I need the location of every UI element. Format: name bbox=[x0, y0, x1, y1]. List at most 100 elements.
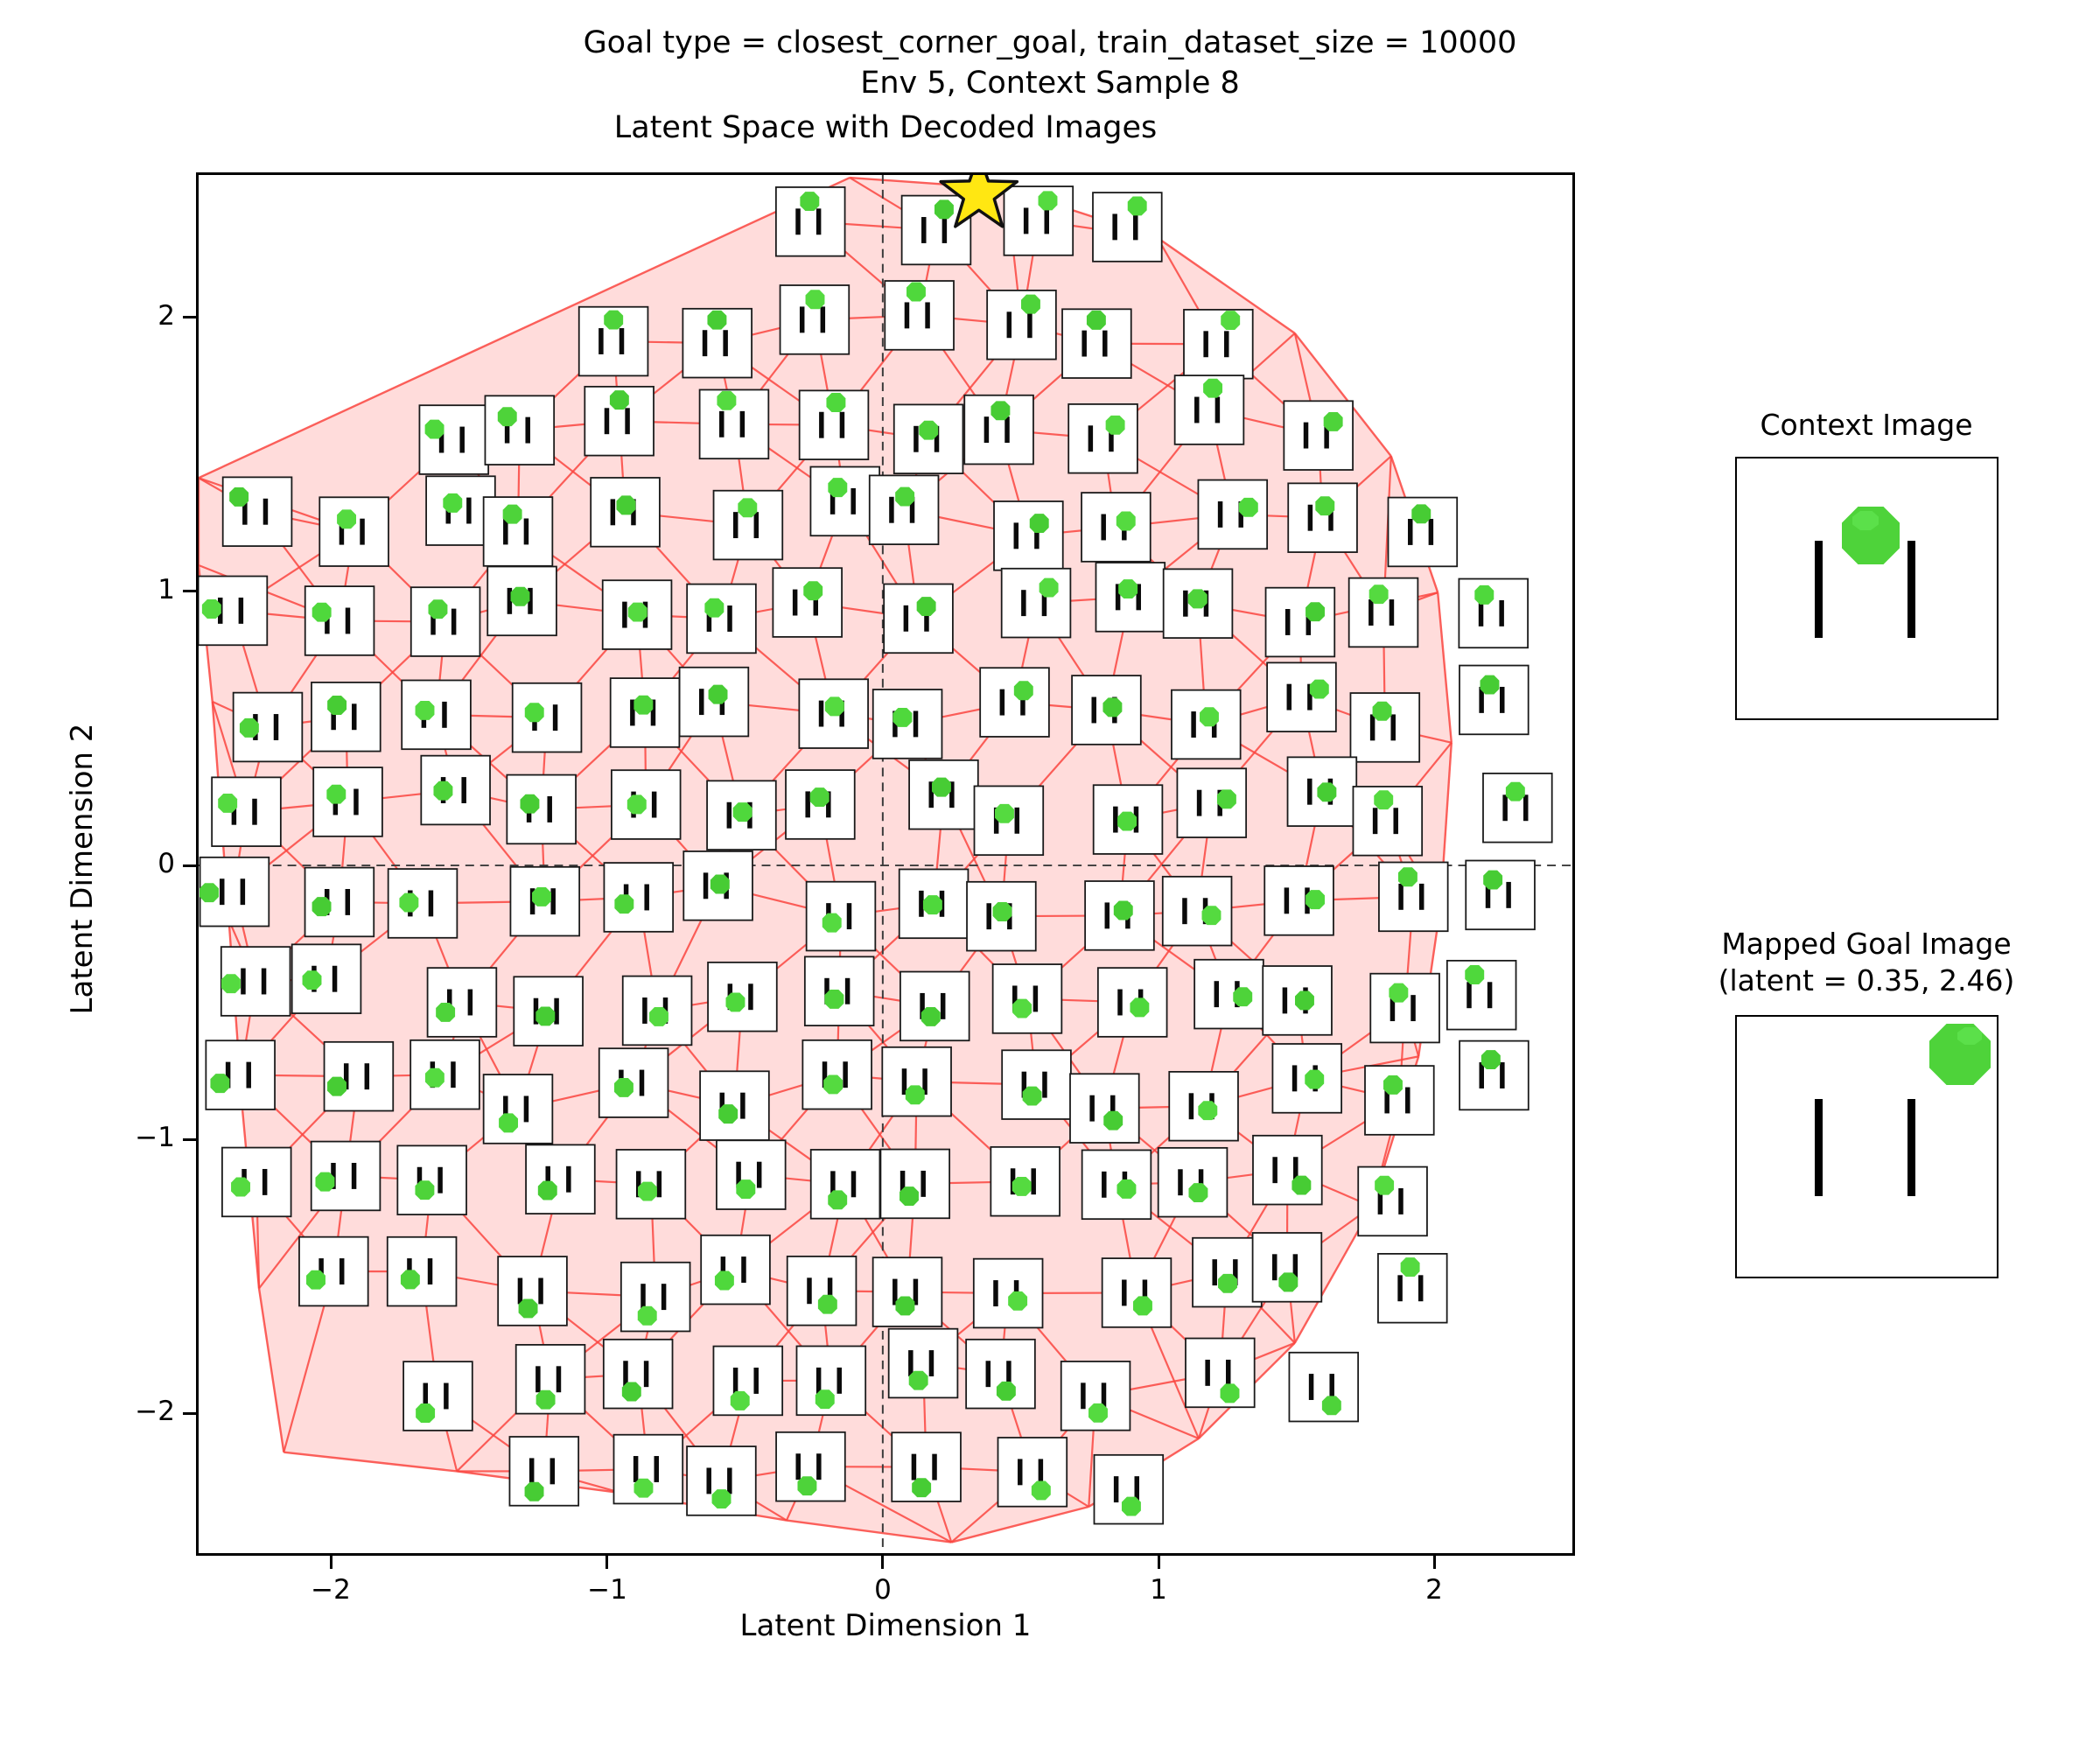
decoded-image-thumbnail bbox=[401, 679, 472, 751]
thumbnail-green-ball bbox=[524, 703, 544, 723]
decoded-image-thumbnail bbox=[1192, 1236, 1263, 1308]
thumbnail-left-bar bbox=[339, 518, 345, 545]
thumbnail-frame bbox=[525, 1144, 596, 1214]
thumbnail-green-ball bbox=[1480, 675, 1500, 695]
decoded-image-thumbnail bbox=[1459, 1040, 1530, 1111]
thumbnail-left-bar bbox=[732, 1368, 738, 1394]
thumbnail-left-bar bbox=[1191, 711, 1196, 738]
thumbnail-left-bar bbox=[999, 689, 1005, 716]
thumbnail-frame bbox=[420, 754, 491, 826]
thumbnail-frame bbox=[211, 776, 282, 847]
thumbnail-green-ball bbox=[815, 1390, 835, 1410]
decoded-image-thumbnail bbox=[706, 780, 777, 850]
thumbnail-green-ball bbox=[1221, 311, 1241, 331]
thumbnail-green-ball bbox=[1474, 584, 1494, 605]
thumbnail-green-ball bbox=[1306, 890, 1325, 910]
thumbnail-left-bar bbox=[604, 408, 610, 435]
thumbnail-frame bbox=[418, 404, 490, 475]
thumbnail-right-bar bbox=[913, 710, 919, 738]
mesh-hull-fill bbox=[199, 178, 1452, 1543]
thumbnail-left-bar bbox=[1398, 883, 1404, 910]
thumbnail-green-ball bbox=[201, 599, 221, 619]
thumbnail-right-bar bbox=[1500, 686, 1505, 713]
goal-image-panel bbox=[1735, 1015, 1998, 1278]
decoded-image-thumbnail bbox=[220, 946, 291, 1017]
decoded-image-thumbnail bbox=[221, 1146, 292, 1218]
thumbnail-frame bbox=[883, 583, 954, 654]
thumbnail-left-bar bbox=[726, 802, 732, 829]
thumbnail-left-bar bbox=[1284, 609, 1291, 635]
thumbnail-right-bar bbox=[925, 302, 930, 329]
thumbnail-frame bbox=[1287, 482, 1358, 553]
thumbnail-green-ball bbox=[415, 1180, 435, 1200]
thumbnail-frame bbox=[506, 774, 577, 845]
decoded-image-thumbnail bbox=[698, 388, 770, 460]
thumbnail-right-bar bbox=[332, 965, 338, 992]
thumbnail-frame bbox=[1197, 479, 1269, 550]
thumbnail-green-ball bbox=[931, 777, 951, 797]
thumbnail-left-bar bbox=[438, 426, 444, 453]
thumbnail-green-ball bbox=[732, 802, 752, 822]
thumbnail-frame bbox=[1069, 1073, 1140, 1144]
decoded-image-thumbnail bbox=[598, 1047, 669, 1118]
thumbnail-right-bar bbox=[1101, 1382, 1107, 1410]
decoded-image-thumbnail bbox=[887, 1327, 959, 1399]
x-tick-mark bbox=[330, 1556, 332, 1569]
thumbnail-green-ball bbox=[704, 598, 724, 618]
thumbnail-right-bar bbox=[1004, 416, 1010, 444]
thumbnail-left-bar bbox=[1307, 504, 1313, 531]
thumbnail-green-ball bbox=[1368, 584, 1389, 605]
decoded-image-thumbnail bbox=[1081, 1149, 1152, 1221]
decoded-image-thumbnail bbox=[872, 689, 943, 760]
thumbnail-left-bar bbox=[528, 1458, 535, 1485]
thumbnail-green-ball bbox=[428, 599, 448, 620]
thumbnail-right-bar bbox=[1041, 590, 1047, 617]
decoded-image-thumbnail bbox=[1176, 767, 1248, 838]
thumbnail-green-ball bbox=[532, 886, 551, 906]
thumbnail-green-ball bbox=[1238, 497, 1258, 517]
decoded-image-thumbnail bbox=[809, 1149, 881, 1220]
thumbnail-right-bar bbox=[351, 1162, 357, 1189]
thumbnail-left-bar bbox=[536, 1366, 541, 1393]
thumbnail-green-ball bbox=[1031, 1480, 1051, 1501]
thumbnail-right-bar bbox=[1134, 1476, 1139, 1503]
thumbnail-right-bar bbox=[942, 217, 948, 243]
thumbnail-green-ball bbox=[1103, 1110, 1124, 1130]
thumbnail-frame bbox=[396, 1144, 467, 1215]
thumbnail-left-bar bbox=[1089, 1095, 1095, 1122]
thumbnail-right-bar bbox=[525, 416, 530, 444]
decoded-image-thumbnail bbox=[1092, 192, 1163, 262]
y-tick-mark bbox=[183, 316, 196, 318]
thumbnail-left-bar bbox=[1272, 1157, 1278, 1184]
thumbnail-right-bar bbox=[438, 1166, 443, 1194]
thumbnail-right-bar bbox=[1238, 500, 1243, 528]
thumbnail-right-bar bbox=[1324, 422, 1329, 449]
thumbnail-frame bbox=[323, 1040, 395, 1112]
decoded-image-thumbnail bbox=[1173, 374, 1245, 445]
thumbnail-green-ball bbox=[908, 1370, 928, 1390]
thumbnail-right-bar bbox=[1027, 312, 1032, 339]
thumbnail-right-bar bbox=[556, 1366, 562, 1393]
thumbnail-frame bbox=[772, 567, 843, 638]
thumbnail-frame bbox=[879, 1148, 951, 1220]
thumbnail-green-ball bbox=[337, 509, 357, 529]
thumbnail-right-bar bbox=[345, 607, 351, 634]
thumbnail-frame bbox=[602, 1338, 674, 1410]
thumbnail-left-bar bbox=[1408, 519, 1413, 545]
thumbnail-green-ball bbox=[708, 684, 728, 704]
thumbnail-right-bar bbox=[273, 714, 279, 740]
thumbnail-green-ball bbox=[934, 200, 954, 220]
thumbnail-left-bar bbox=[985, 1361, 991, 1388]
x-tick-mark bbox=[881, 1556, 884, 1569]
thumbnail-green-ball bbox=[905, 1085, 925, 1105]
thumbnail-frame bbox=[1264, 586, 1336, 658]
thumbnail-left-bar bbox=[818, 700, 824, 727]
thumbnail-right-bar bbox=[1032, 985, 1039, 1012]
thumbnail-right-bar bbox=[1233, 1259, 1238, 1286]
decoded-image-thumbnail bbox=[809, 466, 881, 537]
thumbnail-left-bar bbox=[545, 1166, 550, 1193]
thumbnail-green-ball bbox=[892, 707, 913, 727]
thumbnail-green-ball bbox=[415, 701, 435, 720]
thumbnail-green-ball bbox=[797, 1476, 817, 1496]
thumbnail-left-bar bbox=[795, 208, 801, 235]
